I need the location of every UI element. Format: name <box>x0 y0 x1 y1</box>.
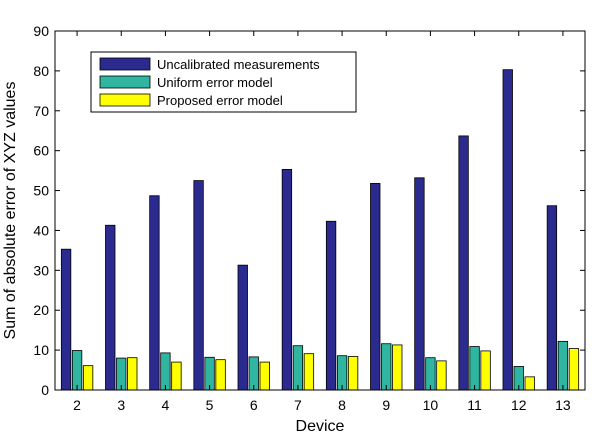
bar-uncalibrated-measurements-5 <box>193 180 204 391</box>
x-tick-label-11: 11 <box>467 397 482 413</box>
bar-uncalibrated-measurements-13 <box>546 205 558 391</box>
bar-uncalibrated-measurements-9 <box>370 182 381 391</box>
bar-uncalibrated-measurements-4 <box>149 195 160 391</box>
bars-group <box>60 69 580 391</box>
bar-proposed-error-model-3 <box>127 357 138 391</box>
bar-uniform-error-model-13 <box>557 340 569 391</box>
bar-proposed-error-model-6 <box>259 361 270 391</box>
x-tick-label-9: 9 <box>382 397 390 413</box>
y-tick-label-30: 30 <box>33 262 49 278</box>
y-tick-label-80: 80 <box>33 63 49 79</box>
bar-uncalibrated-measurements-8 <box>325 220 337 391</box>
x-tick-label-4: 4 <box>162 397 170 413</box>
bar-uncalibrated-measurements-12 <box>502 69 513 391</box>
x-tick-label-8: 8 <box>338 397 346 413</box>
legend-swatch-uniform-error-model <box>99 75 151 89</box>
plot-area-frame <box>54 30 586 391</box>
y-axis-label: Sum of absolute error of XYZ values <box>2 82 19 340</box>
bar-uncalibrated-measurements-11 <box>458 135 469 391</box>
bar-uncalibrated-measurements-10 <box>414 177 425 391</box>
legend-label-uniform-error-model: Uniform error model <box>157 75 273 90</box>
bar-proposed-error-model-8 <box>347 356 359 391</box>
bar-uniform-error-model-4 <box>160 352 171 391</box>
y-tick-label-20: 20 <box>33 302 49 318</box>
x-axis-label: Device <box>296 418 345 435</box>
bar-proposed-error-model-4 <box>171 361 182 391</box>
bar-uncalibrated-measurements-6 <box>237 264 248 391</box>
x-tick-label-3: 3 <box>117 397 125 413</box>
legend-label-uncalibrated-measurements: Uncalibrated measurements <box>157 57 320 72</box>
legend-label-proposed-error-model: Proposed error model <box>157 93 283 108</box>
bar-uniform-error-model-2 <box>71 350 83 391</box>
legend-swatch-proposed-error-model <box>99 93 151 107</box>
bar-uniform-error-model-9 <box>381 343 392 391</box>
y-tick-label-50: 50 <box>33 183 49 199</box>
bar-proposed-error-model-10 <box>436 360 447 391</box>
x-tick-label-12: 12 <box>511 397 527 413</box>
bar-proposed-error-model-12 <box>524 376 535 391</box>
x-tick-label-6: 6 <box>250 397 258 413</box>
y-tick-label-90: 90 <box>33 23 49 39</box>
x-tick-label-13: 13 <box>555 397 571 413</box>
bar-uniform-error-model-7 <box>292 345 304 391</box>
bar-uncalibrated-measurements-7 <box>281 169 293 391</box>
bar-proposed-error-model-13 <box>568 348 580 391</box>
bar-proposed-error-model-11 <box>480 350 491 391</box>
legend-swatch-uncalibrated-measurements <box>99 57 151 71</box>
ticks-group: 0 10 20 30 40 50 60 70 80 90 2 3 4 5 6 7 8 9 10 11 12 13 <box>33 23 585 413</box>
bar-uniform-error-model-8 <box>336 355 348 391</box>
legend: Uncalibrated measurements Uniform error m… <box>90 51 357 113</box>
x-tick-label-2: 2 <box>73 397 81 413</box>
x-tick-label-10: 10 <box>423 397 439 413</box>
y-tick-label-10: 10 <box>33 342 49 358</box>
y-tick-label-40: 40 <box>33 222 49 238</box>
x-tick-label-7: 7 <box>294 397 302 413</box>
y-tick-label-60: 60 <box>33 143 49 159</box>
y-tick-label-70: 70 <box>33 103 49 119</box>
bar-uncalibrated-measurements-2 <box>60 248 72 391</box>
bar-proposed-error-model-7 <box>303 353 315 391</box>
y-tick-label-0: 0 <box>41 382 49 398</box>
bar-proposed-error-model-2 <box>82 365 94 391</box>
bar-uncalibrated-measurements-3 <box>105 224 116 391</box>
bar-proposed-error-model-9 <box>392 344 403 391</box>
bar-uniform-error-model-11 <box>469 346 480 391</box>
x-tick-label-5: 5 <box>206 397 214 413</box>
bar-proposed-error-model-5 <box>215 359 226 391</box>
